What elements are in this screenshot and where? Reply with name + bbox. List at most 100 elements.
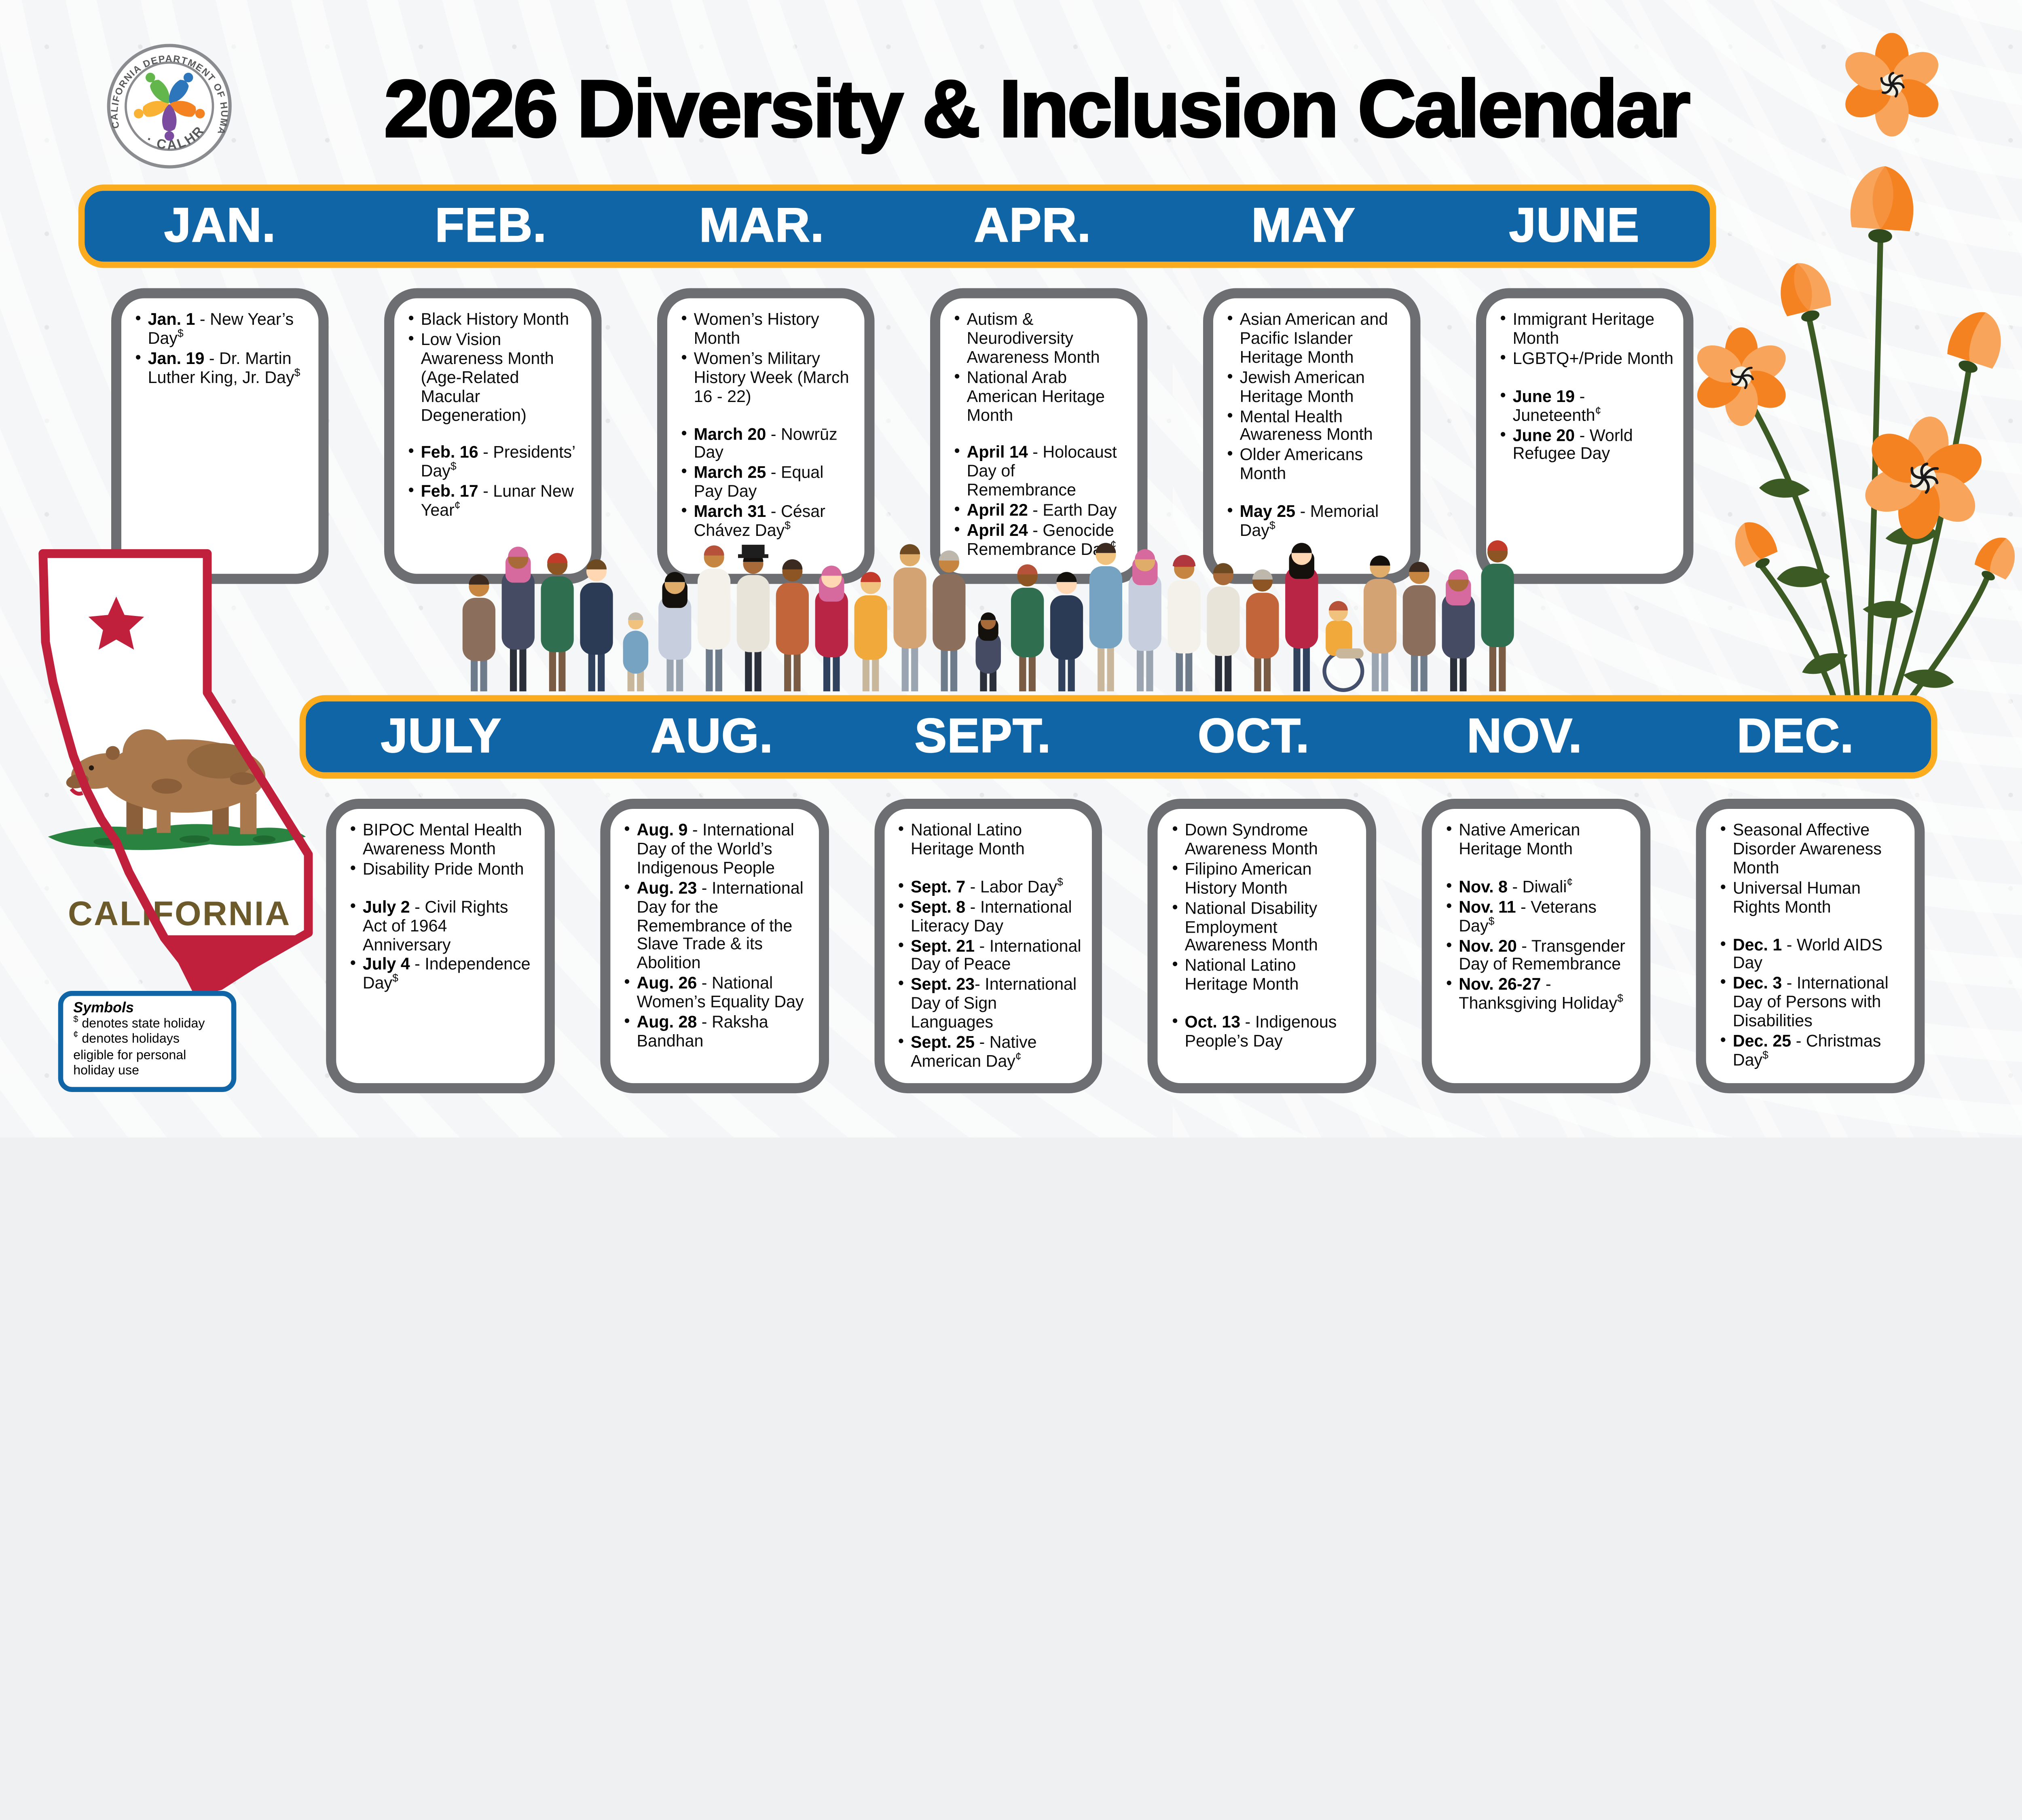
event-item: National Disability Employment Awareness… xyxy=(1171,898,1358,956)
month-label-july: JULY xyxy=(380,709,502,763)
person-figure xyxy=(1011,564,1044,692)
person-figure xyxy=(1089,543,1122,692)
person-figure xyxy=(1207,563,1240,692)
person-figure xyxy=(1363,555,1397,692)
person-figure xyxy=(1246,569,1279,692)
person-figure xyxy=(623,612,649,692)
month-bar-top: JAN. FEB. MAR. APR. MAY JUNE xyxy=(78,184,1716,268)
event-item: Sept. 8 - International Literacy Day xyxy=(897,897,1084,936)
event-item: Asian American and Pacific Islander Heri… xyxy=(1226,310,1401,368)
person-figure xyxy=(1402,562,1436,692)
event-item: April 24 - Genocide Remembrance Day¢ xyxy=(953,521,1128,560)
person-figure xyxy=(1322,601,1364,692)
event-item: Jewish American Heritage Month xyxy=(1226,368,1401,406)
event-item: Nov. 26-27 - Thanksgiving Holiday$ xyxy=(1445,975,1632,1014)
month-card-apr: Autism & Neurodiversity Awareness MonthN… xyxy=(930,288,1148,584)
event-item: Immigrant Heritage Month xyxy=(1499,310,1674,349)
event-item: Feb. 17 - Lunar New Year¢ xyxy=(407,482,582,521)
page-title: 2026 Diversity & Inclusion Calendar xyxy=(383,62,1692,155)
person-figure xyxy=(462,574,495,692)
person-figure xyxy=(736,544,770,692)
month-card-july: BIPOC Mental Health Awareness MonthDisab… xyxy=(326,799,555,1094)
month-card-nov: Native American Heritage Month Nov. 8 - D… xyxy=(1422,799,1651,1094)
event-item: Dec. 3 - International Day of Persons wi… xyxy=(1719,973,1906,1031)
event-item: Sept. 21 - International Day of Peace xyxy=(897,936,1084,975)
event-item: Filipino American History Month xyxy=(1171,859,1358,898)
month-label-sept: SEPT. xyxy=(914,709,1051,763)
symbols-line-state-holiday: $ denotes state holiday xyxy=(73,1016,205,1032)
event-item: Seasonal Affective Disorder Awareness Mo… xyxy=(1719,820,1906,878)
person-figure xyxy=(854,572,887,692)
diverse-crowd-illustration xyxy=(462,540,1514,692)
event-item: Down Syndrome Awareness Month xyxy=(1171,820,1358,859)
month-card-aug: Aug. 9 - International Day of the World’… xyxy=(600,799,829,1094)
event-item: Sept. 7 - Labor Day$ xyxy=(897,876,1084,897)
event-item: Oct. 13 - Indigenous People’s Day xyxy=(1171,1013,1358,1052)
person-figure xyxy=(893,544,926,692)
person-figure xyxy=(776,559,809,692)
event-item: July 2 - Civil Rights Act of 1964 Annive… xyxy=(349,897,536,955)
event-item: Native American Heritage Month xyxy=(1445,820,1632,859)
event-item: Nov. 20 - Transgender Day of Remembrance xyxy=(1445,936,1632,975)
event-item: Dec. 25 - Christmas Day$ xyxy=(1719,1031,1906,1070)
month-cards-top-row: Jan. 1 - New Year’s Day$Jan. 19 - Dr. Ma… xyxy=(111,288,1694,584)
event-item: Feb. 16 - Presidents’ Day$ xyxy=(407,443,582,482)
person-figure xyxy=(1168,554,1201,692)
event-item: LGBTQ+/Pride Month xyxy=(1499,349,1674,369)
calhr-logo-icon: CALIFORNIA DEPARTMENT OF HUMAN RESOURCES… xyxy=(106,43,232,169)
event-item: Aug. 23 - International Day for the Reme… xyxy=(623,878,810,973)
event-item: March 25 - Equal Pay Day xyxy=(680,463,855,502)
california-label: CALIFORNIA xyxy=(68,895,291,933)
month-card-may: Asian American and Pacific Islander Heri… xyxy=(1203,288,1421,584)
poppy-petals xyxy=(1845,33,1939,137)
event-item: Jan. 1 - New Year’s Day$ xyxy=(134,310,309,349)
event-item: Autism & Neurodiversity Awareness Month xyxy=(953,310,1128,368)
event-item: Women’s History Month xyxy=(680,310,855,349)
event-item: Sept. 25 - Native American Day¢ xyxy=(897,1033,1084,1071)
symbols-title: Symbols xyxy=(73,1001,134,1016)
symbols-legend: Symbols $ denotes state holiday ¢ denote… xyxy=(58,991,237,1092)
event-item: Older Americans Month xyxy=(1226,445,1401,484)
event-item: Jan. 19 - Dr. Martin Luther King, Jr. Da… xyxy=(134,349,309,387)
month-card-june: Immigrant Heritage MonthLGBTQ+/Pride Mon… xyxy=(1476,288,1694,584)
event-item: May 25 - Memorial Day$ xyxy=(1226,502,1401,541)
event-item: Low Vision Awareness Month (Age-Related … xyxy=(407,330,582,425)
event-item: Nov. 11 - Veterans Day$ xyxy=(1445,897,1632,936)
person-figure xyxy=(698,545,731,692)
person-figure xyxy=(933,550,966,692)
month-label-aug: AUG. xyxy=(650,709,774,763)
month-label-may: MAY xyxy=(1251,199,1356,253)
month-bar-bottom: JULY AUG. SEPT. OCT. NOV. DEC. xyxy=(299,695,1937,779)
poppy-bouquet-illustration xyxy=(1697,166,2015,715)
poppy-icon xyxy=(1845,33,1939,137)
person-figure xyxy=(501,546,535,692)
person-figure xyxy=(580,559,613,692)
month-label-dec: DEC. xyxy=(1736,709,1855,763)
event-item: BIPOC Mental Health Awareness Month xyxy=(349,820,536,859)
california-map-flag: CALIFORNIA xyxy=(38,549,313,995)
event-item: April 22 - Earth Day xyxy=(953,501,1128,521)
month-label-june: JUNE xyxy=(1508,199,1640,253)
person-figure xyxy=(1128,549,1161,692)
month-cards-bottom-row: BIPOC Mental Health Awareness MonthDisab… xyxy=(326,799,1925,1094)
event-item: March 31 - César Chávez Day$ xyxy=(680,502,855,541)
month-label-jan: JAN. xyxy=(164,199,276,253)
month-card-jan: Jan. 1 - New Year’s Day$Jan. 19 - Dr. Ma… xyxy=(111,288,329,584)
month-label-apr: APR. xyxy=(973,199,1091,253)
person-figure xyxy=(1050,572,1083,692)
person-figure xyxy=(1481,540,1514,692)
person-figure xyxy=(1442,569,1475,692)
event-item: National Arab American Heritage Month xyxy=(953,368,1128,425)
event-item: National Latino Heritage Month xyxy=(897,820,1084,859)
event-item: June 20 - World Refugee Day xyxy=(1499,425,1674,464)
month-card-feb: Black History MonthLow Vision Awareness … xyxy=(384,288,602,584)
month-card-dec: Seasonal Affective Disorder Awareness Mo… xyxy=(1696,799,1925,1094)
event-item: National Latino Heritage Month xyxy=(1171,956,1358,995)
event-item: July 4 - Independence Day$ xyxy=(349,955,536,994)
event-item: Black History Month xyxy=(407,310,582,330)
flag-star-icon xyxy=(88,597,144,650)
month-label-feb: FEB. xyxy=(434,199,547,253)
event-item: Aug. 26 - National Women’s Equality Day xyxy=(623,973,810,1012)
month-card-oct: Down Syndrome Awareness MonthFilipino Am… xyxy=(1148,799,1377,1094)
event-item: June 19 - Juneteenth¢ xyxy=(1499,386,1674,425)
